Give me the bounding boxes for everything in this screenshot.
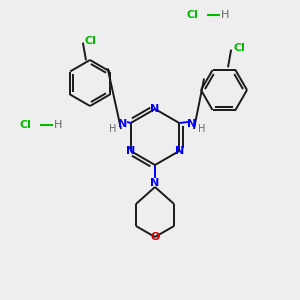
Text: N: N [126,146,135,156]
Text: N: N [175,146,184,156]
Text: H: H [109,124,117,134]
Text: O: O [150,232,160,242]
Text: Cl: Cl [233,43,245,52]
Text: Cl: Cl [85,36,97,46]
Text: N: N [150,104,160,114]
Text: N: N [150,178,160,188]
Text: Cl: Cl [19,120,31,130]
Text: Cl: Cl [186,10,198,20]
Text: H: H [221,10,229,20]
Text: H: H [54,120,62,130]
Text: H: H [198,124,206,134]
Text: N: N [118,119,127,129]
Text: N: N [188,119,196,129]
